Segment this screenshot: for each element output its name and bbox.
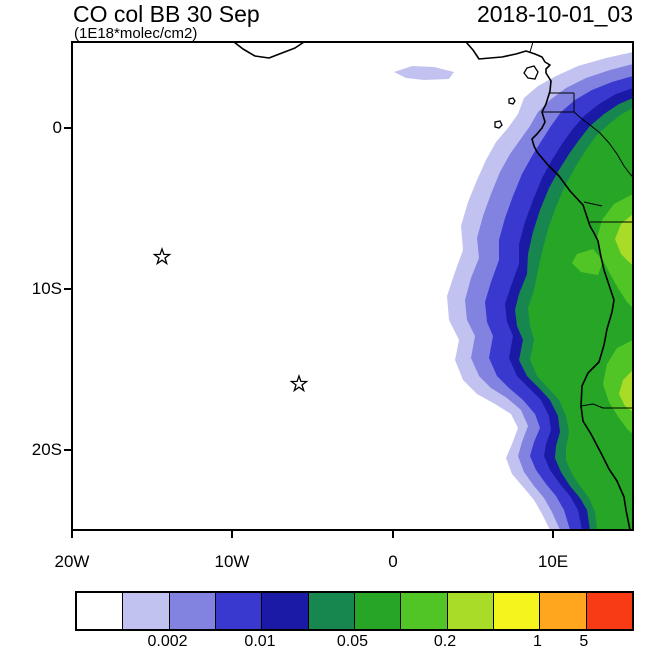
contour-region-0.2-yellowgreen-b: [619, 370, 633, 412]
country-border: [573, 111, 634, 178]
colorbar-swatch: [77, 593, 124, 629]
colorbar-swatch: [169, 593, 216, 629]
colorbar-tick-label: 1: [533, 633, 542, 650]
colorbar: [75, 591, 634, 631]
x-tick-label: 20W: [54, 552, 90, 571]
colorbar-swatch: [215, 593, 263, 629]
map-frame: [71, 41, 634, 531]
island: [523, 65, 539, 80]
colorbar-tick-label: 0.01: [244, 633, 276, 650]
y-tick-label: 20S: [31, 440, 62, 459]
colorbar-swatch: [354, 593, 402, 629]
colorbar-swatch: [262, 593, 309, 629]
station-marker-star: [152, 247, 172, 266]
colorbar-swatch: [308, 593, 355, 629]
contour-region-0.05-green: [528, 108, 633, 530]
country-border: [580, 403, 633, 409]
colorbar-swatch: [123, 593, 170, 629]
x-tick-label: 10E: [537, 552, 569, 571]
country-border: [529, 41, 534, 53]
x-tick-label: 10W: [214, 552, 250, 571]
island: [494, 120, 503, 129]
contour-region-0.001-lavender-streak: [394, 66, 454, 80]
colorbar-tick-label: 5: [579, 633, 589, 650]
colorbar-swatch: [540, 593, 587, 629]
plot-title: CO col BB 30 Sep: [73, 1, 260, 27]
plot-units-subtitle: (1E18*molec/cm2): [74, 25, 198, 42]
colorbar-swatch: [493, 593, 541, 629]
colorbar-labels: 0.002 0.01 0.05 0.2 1 5: [75, 633, 630, 655]
colorbar-tick-label: 0.002: [147, 633, 188, 650]
colorbar-swatch: [586, 593, 632, 629]
contour-region-0.1-lightgreen-c: [572, 249, 603, 275]
colorbar-swatch: [447, 593, 494, 629]
y-tick-label: 0: [52, 118, 62, 137]
contour-region-0.1-lightgreen-b: [603, 340, 633, 434]
contour-region-0.2-yellowgreen-a: [615, 214, 633, 265]
island: [508, 97, 516, 105]
colorbar-tick-label: 0.2: [433, 633, 457, 650]
coastline: [465, 41, 631, 531]
coastline: [233, 41, 305, 59]
station-marker-star: [289, 374, 309, 393]
colorbar-tick-label: 0.05: [336, 633, 369, 650]
x-tick-label: 0: [388, 552, 398, 571]
map-plot: [64, 41, 634, 538]
map-panel: [64, 41, 634, 538]
y-tick-label: 10S: [31, 279, 62, 298]
country-border: [583, 201, 603, 207]
colorbar-swatch: [401, 593, 448, 629]
plot-datetime: 2018-10-01_03: [476, 1, 633, 27]
